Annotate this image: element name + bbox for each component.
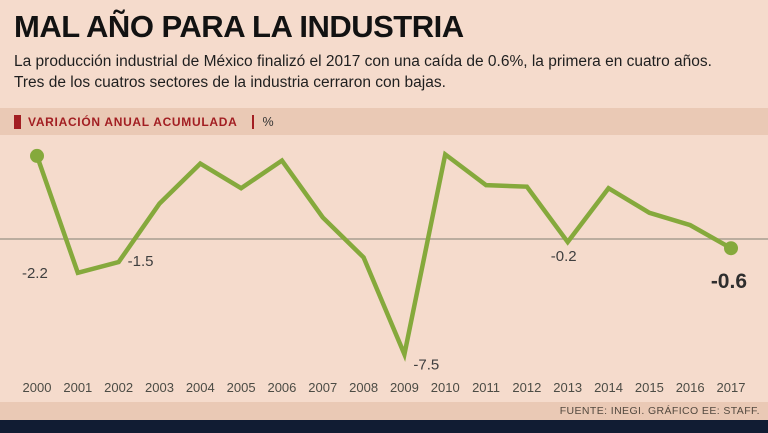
chart-kicker-label: VARIACIÓN ANUAL ACUMULADA bbox=[28, 114, 238, 129]
value-label: -0.2 bbox=[551, 248, 577, 265]
value-label: -1.5 bbox=[128, 253, 154, 270]
x-axis-label: 2009 bbox=[390, 380, 419, 395]
x-axis-label: 2011 bbox=[472, 380, 500, 395]
kicker-separator bbox=[251, 114, 254, 129]
x-axis-label: 2004 bbox=[186, 380, 215, 395]
subtitle: La producción industrial de México final… bbox=[14, 52, 754, 93]
page-title: MAL AÑO PARA LA INDUSTRIA bbox=[14, 9, 464, 44]
kicker-marker-icon bbox=[14, 114, 21, 129]
x-axis-label: 2003 bbox=[145, 380, 174, 395]
x-axis-label: 2010 bbox=[431, 380, 460, 395]
subtitle-line-1: La producción industrial de México final… bbox=[14, 53, 712, 71]
source-strip: FUENTE: INEGI. GRÁFICO EE: STAFF. bbox=[0, 402, 768, 420]
bottom-brand-bar bbox=[0, 420, 768, 433]
source-credit: FUENTE: INEGI. GRÁFICO EE: STAFF. bbox=[559, 405, 760, 417]
chart-kicker-band: VARIACIÓN ANUAL ACUMULADA % bbox=[0, 108, 768, 135]
value-label: -2.2 bbox=[22, 265, 48, 282]
x-axis-label: 2000 bbox=[23, 380, 52, 395]
x-axis-label: 2015 bbox=[635, 380, 664, 395]
x-axis-label: 2006 bbox=[267, 380, 296, 395]
header: MAL AÑO PARA LA INDUSTRIA La producción … bbox=[14, 9, 754, 93]
x-axis-label: 2014 bbox=[594, 380, 623, 395]
x-axis-label: 2001 bbox=[63, 380, 92, 395]
x-axis-label: 2002 bbox=[104, 380, 133, 395]
x-axis-label: 2012 bbox=[512, 380, 541, 395]
x-axis-label: 2017 bbox=[717, 380, 746, 395]
endpoint-dot-2017 bbox=[724, 241, 738, 256]
trend-line bbox=[34, 150, 733, 362]
subtitle-line-2: Tres de los cuatros sectores de la indus… bbox=[14, 73, 446, 91]
x-axis-label: 2016 bbox=[676, 380, 705, 395]
x-axis-label: 2013 bbox=[553, 380, 582, 395]
value-label: -7.5 bbox=[413, 356, 439, 373]
trend-line-chart: 2000 2001 2002 2003 2004 2005 2006 2007 2008 2009… bbox=[0, 148, 768, 395]
x-axis-label: 2005 bbox=[227, 380, 256, 395]
value-label: -0.6 bbox=[711, 270, 747, 293]
x-axis-label: 2008 bbox=[349, 380, 378, 395]
endpoint-dot-2000 bbox=[30, 148, 44, 163]
x-axis-label: 2007 bbox=[308, 380, 337, 395]
chart-unit-label: % bbox=[262, 114, 274, 129]
